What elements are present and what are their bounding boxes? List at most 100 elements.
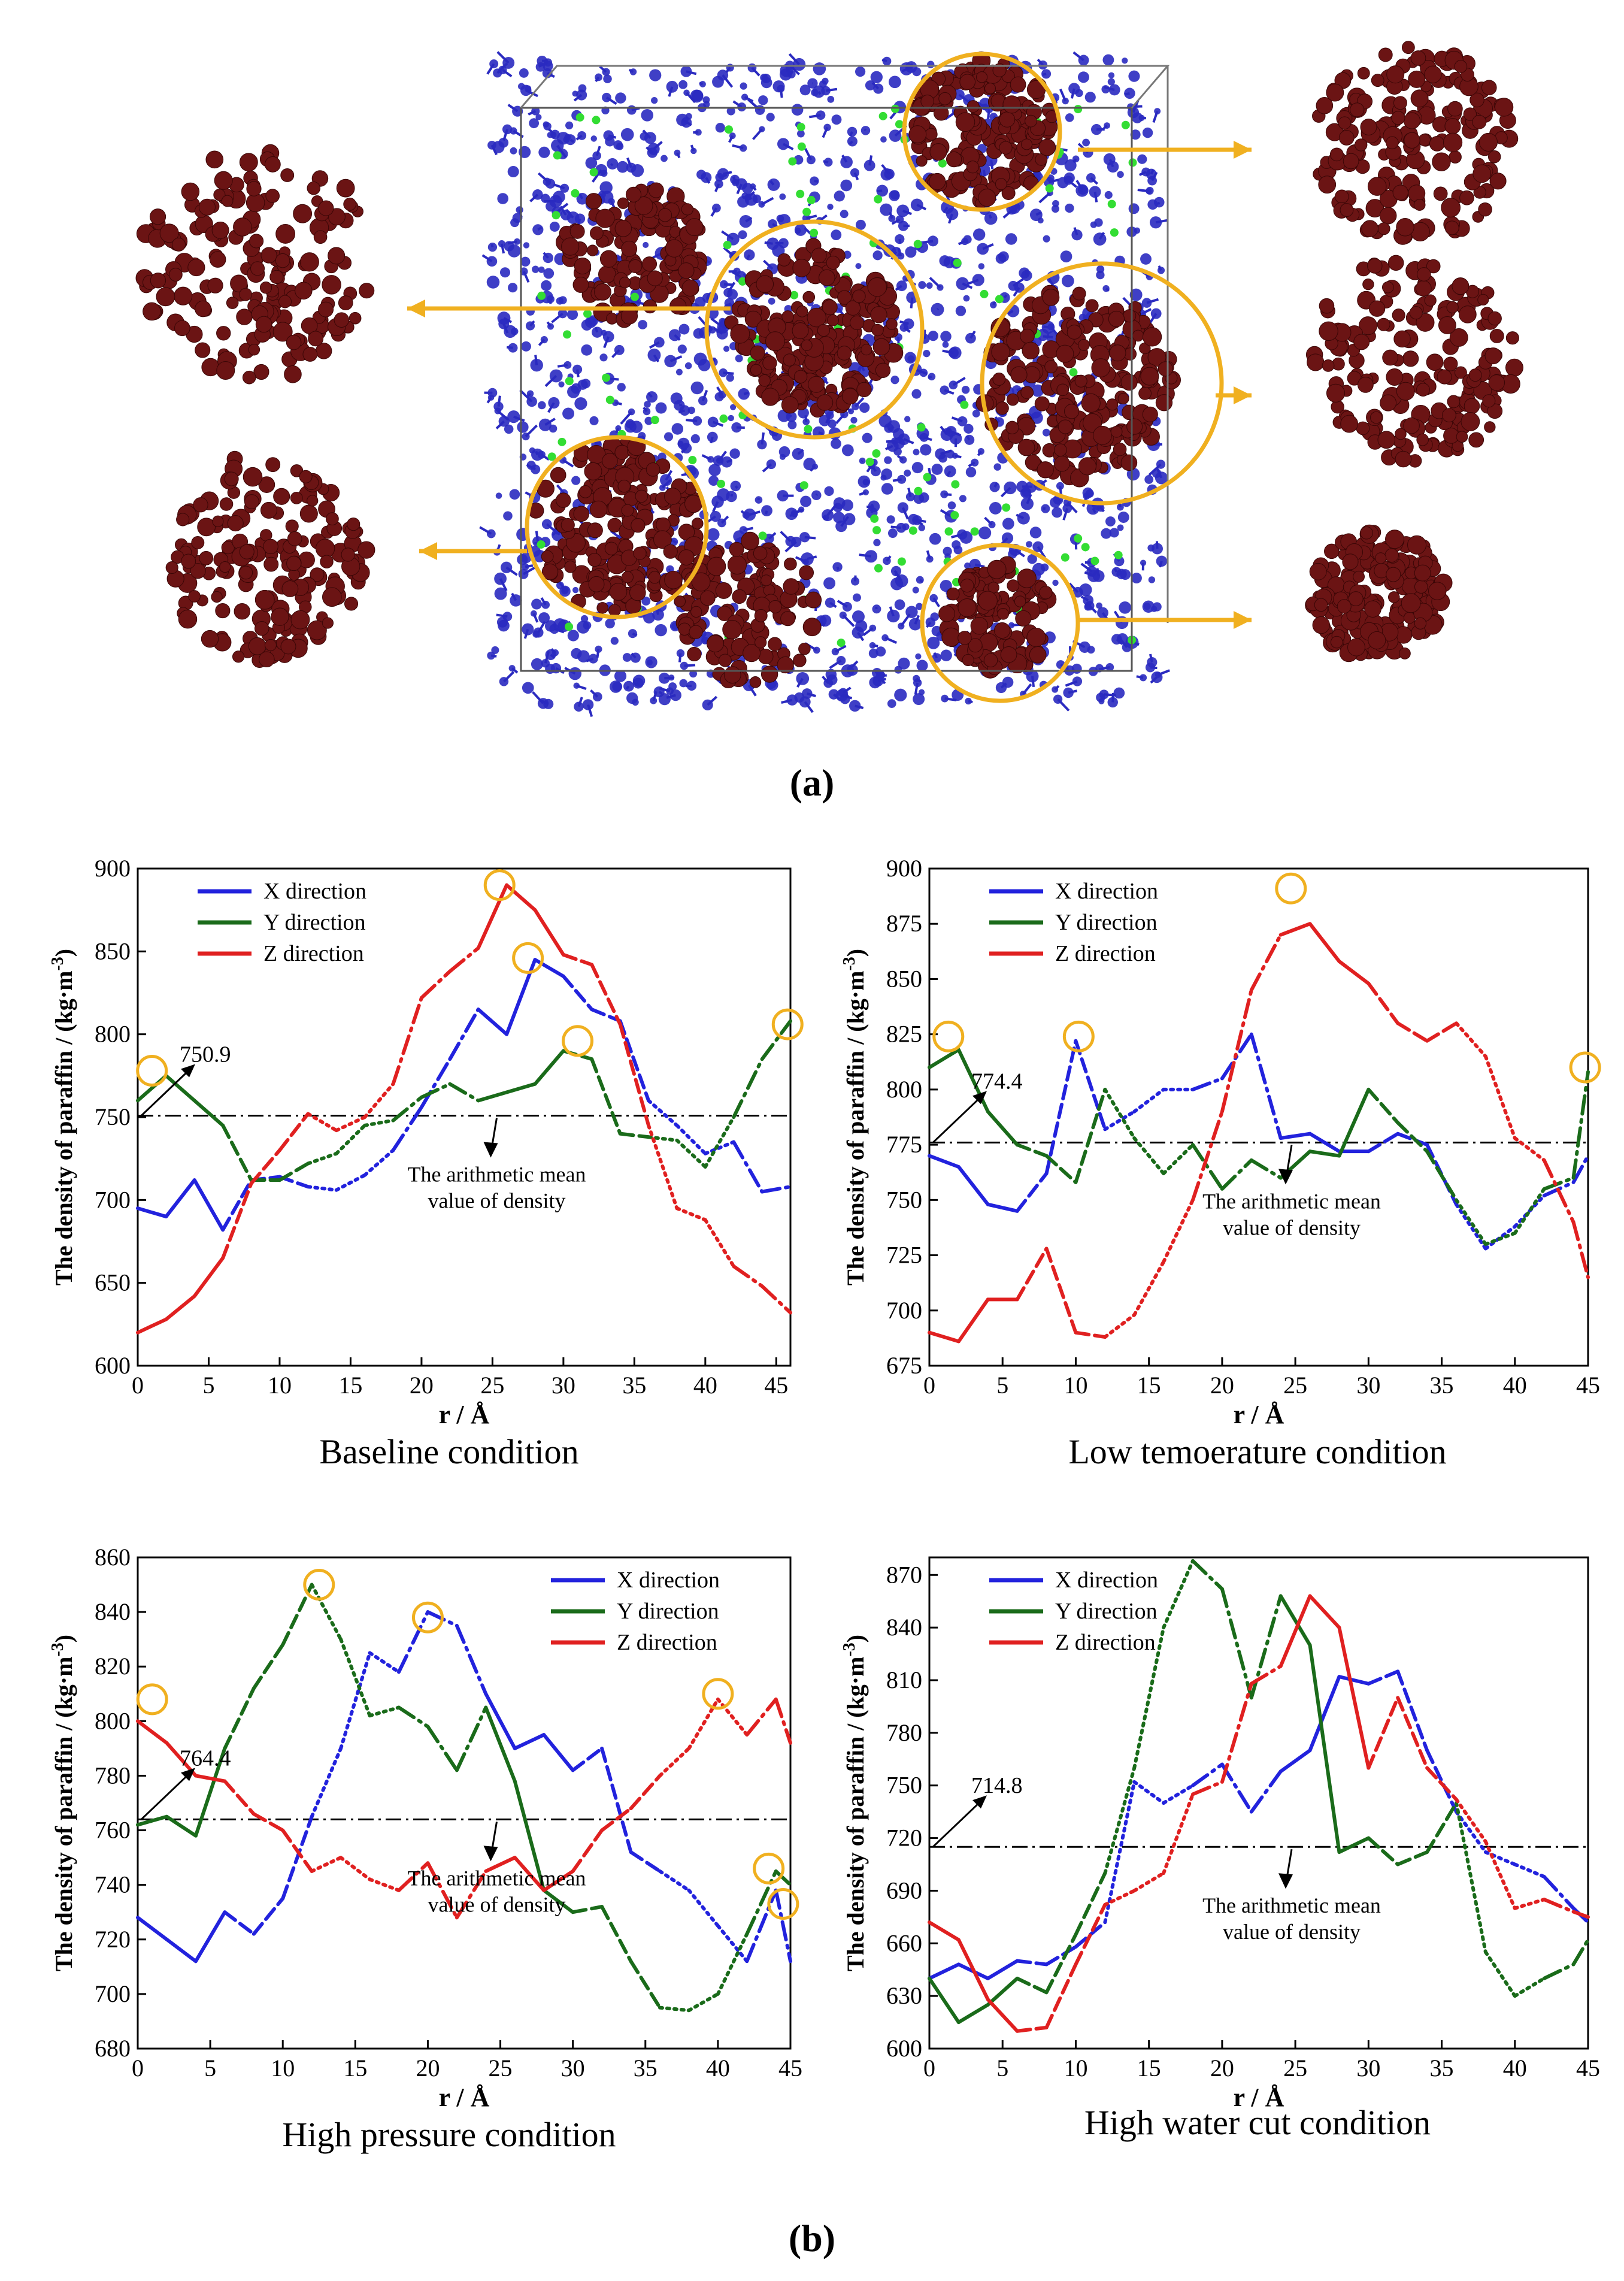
series-line-segment — [1044, 1945, 1078, 1967]
y-tick-label: 700 — [95, 1186, 131, 1213]
series-line-segment — [1513, 1862, 1546, 1878]
legend-label: X direction — [1055, 879, 1158, 904]
extracted-paraffin-molecule — [1312, 41, 1519, 245]
series-line-segment — [223, 1686, 256, 1750]
peak-highlight-circle — [1275, 872, 1307, 904]
x-tick-label: 25 — [1283, 2055, 1307, 2082]
series-line-segment — [1191, 1780, 1224, 1796]
series-line-segment — [426, 1861, 459, 1920]
series-line-segment — [1103, 1889, 1137, 1907]
series-line-segment — [1571, 1070, 1590, 1180]
peak-highlight-circle — [136, 1683, 168, 1716]
series-line-segment — [1103, 1313, 1137, 1339]
series-line-segment — [249, 1148, 281, 1185]
series-line-segment — [1542, 1176, 1575, 1191]
paraffin-cluster — [975, 285, 1181, 488]
series-line-segment — [533, 908, 565, 957]
molecular-simulation-snapshot — [135, 41, 1523, 717]
x-tick-label: 45 — [764, 1372, 788, 1399]
series-line-segment — [760, 1284, 792, 1315]
series-line-segment — [277, 1161, 310, 1182]
series-line-segment — [533, 1049, 565, 1086]
series-line-segment — [745, 1888, 778, 1964]
x-tick-label: 40 — [706, 2055, 730, 2082]
x-tick-label: 15 — [1137, 2055, 1161, 2082]
mean-value-label: 764.4 — [180, 1745, 231, 1771]
series-line-segment — [687, 1992, 720, 2013]
series-line-segment — [1044, 1247, 1078, 1335]
series-line-segment — [618, 1132, 651, 1139]
x-tick-label: 20 — [1210, 2055, 1234, 2082]
series-line-segment — [192, 1178, 225, 1232]
plot-frame — [137, 867, 792, 1367]
series-line-segment — [363, 1118, 395, 1127]
legend-label: Z direction — [1055, 941, 1156, 966]
series-line-segment — [1367, 1132, 1400, 1154]
series-line-segment — [193, 1774, 227, 1783]
series-line-segment — [1249, 1032, 1283, 1140]
series-line-segment — [455, 1869, 488, 1920]
y-tick-label: 650 — [95, 1269, 131, 1296]
series-line-segment — [687, 1697, 720, 1750]
x-tick-label: 15 — [338, 1372, 362, 1399]
series-line-segment — [306, 1185, 338, 1192]
series-line-segment — [1308, 922, 1341, 963]
series-line-segment — [1542, 1962, 1575, 1980]
series-line-segment — [192, 1099, 225, 1127]
series-line-segment — [1396, 1850, 1429, 1866]
series-line-segment — [368, 1877, 401, 1892]
series-line-segment — [484, 1692, 517, 1750]
series-line-segment — [1132, 1626, 1166, 1770]
annotation-text: The arithmetic mean — [1202, 1893, 1381, 1917]
series-line-segment — [1308, 1149, 1341, 1158]
series-line-segment — [1337, 1836, 1371, 1854]
series-line-segment — [600, 1905, 633, 1964]
y-tick-label: 720 — [95, 1926, 131, 1953]
series-line-segment — [986, 1202, 1019, 1213]
series-line-segment — [1483, 1950, 1517, 1998]
x-tick-label: 25 — [480, 1372, 504, 1399]
plot-frame — [137, 1556, 792, 2050]
y-tick-label: 780 — [95, 1762, 131, 1789]
series-line-segment — [1513, 1193, 1546, 1229]
series-line-segment — [1483, 1231, 1517, 1247]
x-tick-label: 15 — [1137, 1372, 1161, 1399]
series-line-segment — [1132, 1136, 1166, 1176]
y-axis-label: The density of paraffin / (kg·m-3) — [840, 1635, 869, 1971]
series-line-segment — [703, 1115, 736, 1169]
series-line-segment — [192, 1256, 225, 1298]
y-tick-label: 750 — [95, 1103, 131, 1130]
series-line-segment — [703, 1140, 736, 1155]
series-x-direction — [136, 1610, 792, 1964]
series-line-segment — [1337, 1087, 1371, 1158]
y-axis-label: The density of paraffin / (kg·m-3) — [840, 949, 869, 1285]
series-line-segment — [1367, 981, 1400, 1025]
x-tick-label: 45 — [1576, 2055, 1600, 2082]
series-line-segment — [505, 1082, 537, 1094]
peak-highlight-circle — [932, 1020, 965, 1052]
series-line-segment — [363, 1082, 395, 1119]
series-line-segment — [571, 1905, 604, 1914]
series-line-segment — [1103, 1780, 1137, 1925]
x-tick-label: 0 — [923, 1372, 935, 1399]
y-tick-label: 700 — [95, 1980, 131, 2007]
series-line-segment — [1367, 1669, 1400, 1686]
series-line-segment — [391, 1105, 423, 1152]
series-line-segment — [1513, 1898, 1546, 1910]
series-line-segment — [1220, 1762, 1253, 1814]
annotation-text: The arithmetic mean — [408, 1866, 586, 1890]
series-line-segment — [419, 969, 452, 1000]
series-line-segment — [928, 1330, 961, 1344]
series-line-segment — [223, 1910, 256, 1936]
annotation-text: The arithmetic mean — [408, 1163, 586, 1187]
series-line-segment — [1074, 1039, 1107, 1132]
mean-label-arrow — [932, 1798, 984, 1848]
series-line-segment — [310, 1856, 343, 1873]
series-line-segment — [956, 2002, 990, 2025]
series-line-segment — [1278, 1748, 1312, 1774]
series-line-segment — [1249, 1664, 1283, 1686]
extracted-paraffin-molecule — [165, 450, 375, 668]
series-line-segment — [476, 1008, 509, 1036]
series-line-segment — [1074, 1330, 1107, 1339]
arrow-icon — [419, 542, 527, 560]
